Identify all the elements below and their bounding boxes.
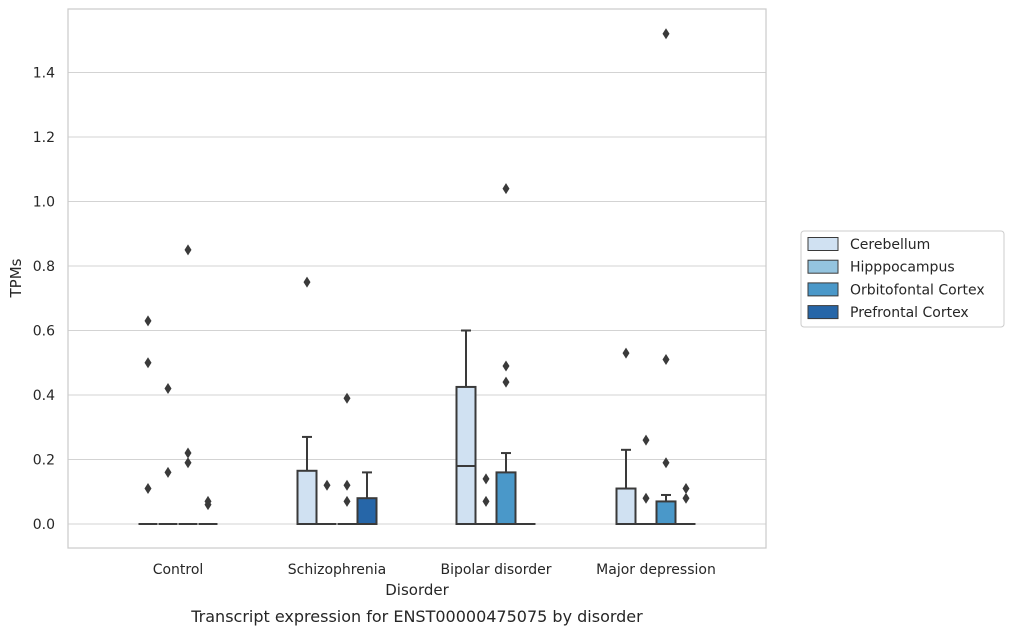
outlier-marker — [164, 383, 172, 395]
box-group — [158, 383, 178, 525]
box-group — [178, 244, 198, 525]
y-tick-label: 0.6 — [33, 324, 55, 340]
x-tick-label: Bipolar disorder — [440, 562, 551, 578]
outlier-marker — [682, 492, 690, 504]
x-tick-label: Schizophrenia — [288, 562, 386, 578]
y-tick-label: 0.2 — [33, 453, 55, 469]
box-layer — [138, 28, 696, 526]
outlier-marker — [343, 479, 351, 491]
y-tick-label: 1.4 — [33, 66, 55, 82]
outlier-marker — [482, 473, 490, 485]
legend-label: Orbitofontal Cortex — [850, 282, 985, 298]
gridlines — [68, 71, 766, 525]
outlier-marker — [204, 499, 212, 511]
box-rect — [296, 469, 318, 526]
outlier-marker — [662, 354, 670, 366]
outlier-marker — [502, 376, 510, 388]
box-group — [317, 479, 337, 525]
outlier-marker — [502, 360, 510, 372]
plot-background — [68, 9, 766, 548]
outlier-marker — [482, 495, 490, 507]
box-group — [495, 183, 517, 525]
box-rect — [655, 500, 677, 525]
chart-caption: Transcript expression for ENST0000047507… — [190, 607, 643, 626]
box-group — [296, 276, 318, 526]
x-tick-label: Major depression — [596, 562, 716, 578]
box-group — [356, 471, 378, 526]
y-tick-label: 0.0 — [33, 517, 55, 533]
outlier-marker — [184, 244, 192, 256]
legend-label: Cerebellum — [850, 237, 930, 253]
x-axis-title: Disorder — [385, 581, 449, 599]
outlier-marker — [144, 483, 152, 495]
legend-label: Prefrontal Cortex — [850, 305, 969, 321]
outlier-marker — [184, 457, 192, 469]
legend: Cerebellum Hipppocampus Orbitofontal Corte… — [800, 230, 1005, 328]
outlier-marker — [682, 483, 690, 495]
x-tick-labels: Control Schizophrenia Bipolar disorder Majo… — [153, 562, 716, 578]
outlier-marker — [642, 434, 650, 446]
outlier-marker — [323, 479, 331, 491]
outlier-marker — [184, 447, 192, 459]
box-group — [676, 483, 696, 525]
outlier-marker — [144, 315, 152, 327]
y-tick-label: 0.4 — [33, 388, 55, 404]
box-rect — [356, 497, 378, 526]
outlier-marker — [343, 495, 351, 507]
plot-frame — [67, 8, 767, 549]
box-group — [138, 315, 158, 525]
box-rect — [495, 471, 517, 525]
box-rect — [455, 385, 477, 525]
outlier-marker — [662, 28, 670, 40]
outlier-marker — [164, 466, 172, 478]
y-tick-label: 1.0 — [33, 195, 55, 211]
box-group — [198, 495, 218, 525]
legend-label: Hipppocampus — [850, 260, 955, 276]
legend-swatch — [807, 305, 839, 320]
box-group — [636, 434, 656, 525]
y-tick-labels: 0.0 0.2 0.4 0.6 0.8 1.0 1.2 1.4 — [33, 66, 55, 534]
legend-swatch — [807, 237, 839, 251]
outlier-marker — [642, 492, 650, 504]
box-group — [615, 347, 637, 525]
outlier-marker — [622, 347, 630, 359]
y-tick-label: 1.2 — [33, 130, 55, 146]
box-group — [476, 473, 496, 525]
outlier-marker — [144, 357, 152, 369]
box-group — [337, 392, 357, 525]
legend-swatch — [807, 259, 839, 274]
box-rect — [615, 487, 637, 525]
legend-swatch — [807, 282, 839, 297]
x-tick-label: Control — [153, 562, 204, 578]
box-group — [455, 329, 477, 525]
outlier-marker — [502, 183, 510, 195]
outlier-marker — [662, 457, 670, 469]
y-tick-label: 0.8 — [33, 259, 55, 275]
legend-frame — [800, 230, 1005, 328]
box-group — [655, 28, 677, 525]
outlier-marker — [343, 392, 351, 404]
outlier-marker — [303, 276, 311, 288]
y-axis-title: TPMs — [7, 258, 25, 298]
